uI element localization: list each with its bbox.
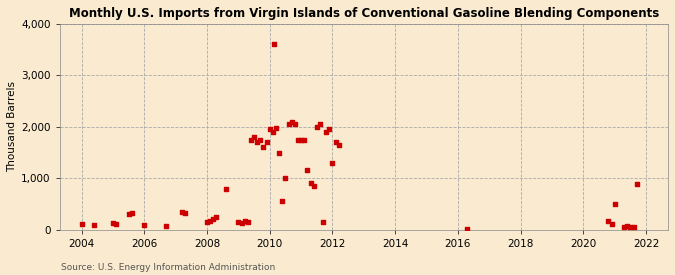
- Point: [208, 217, 219, 222]
- Point: [248, 135, 259, 139]
- Point: [261, 140, 272, 144]
- Point: [246, 138, 256, 142]
- Point: [233, 219, 244, 224]
- Point: [76, 221, 87, 226]
- Point: [631, 182, 642, 187]
- Point: [221, 186, 232, 191]
- Point: [180, 211, 190, 215]
- Point: [462, 227, 472, 231]
- Point: [296, 138, 306, 142]
- Point: [205, 219, 215, 223]
- Point: [139, 222, 150, 227]
- Point: [265, 127, 275, 132]
- Point: [107, 221, 118, 225]
- Point: [318, 220, 329, 224]
- Point: [252, 140, 263, 144]
- Point: [124, 212, 134, 216]
- Point: [610, 202, 620, 206]
- Point: [315, 122, 325, 127]
- Title: Monthly U.S. Imports from Virgin Islands of Conventional Gasoline Blending Compo: Monthly U.S. Imports from Virgin Islands…: [69, 7, 659, 20]
- Point: [327, 161, 338, 165]
- Point: [290, 122, 300, 127]
- Point: [622, 224, 632, 228]
- Point: [126, 211, 137, 215]
- Text: Source: U.S. Energy Information Administration: Source: U.S. Energy Information Administ…: [61, 263, 275, 272]
- Point: [606, 221, 617, 226]
- Point: [324, 127, 335, 132]
- Point: [258, 145, 269, 150]
- Point: [628, 224, 639, 229]
- Point: [161, 224, 171, 228]
- Point: [625, 224, 636, 229]
- Point: [267, 130, 278, 134]
- Point: [284, 122, 294, 127]
- Y-axis label: Thousand Barrels: Thousand Barrels: [7, 81, 17, 172]
- Point: [202, 220, 213, 224]
- Point: [277, 199, 288, 203]
- Point: [321, 130, 331, 134]
- Point: [236, 221, 247, 225]
- Point: [619, 225, 630, 229]
- Point: [274, 150, 285, 155]
- Point: [239, 219, 250, 223]
- Point: [330, 140, 341, 144]
- Point: [88, 222, 99, 227]
- Point: [305, 181, 316, 186]
- Point: [286, 119, 297, 124]
- Point: [271, 126, 281, 131]
- Point: [211, 215, 222, 219]
- Point: [177, 210, 188, 214]
- Point: [333, 143, 344, 147]
- Point: [292, 138, 303, 142]
- Point: [280, 176, 291, 180]
- Point: [242, 219, 253, 224]
- Point: [299, 138, 310, 142]
- Point: [269, 42, 280, 47]
- Point: [255, 138, 266, 142]
- Point: [603, 219, 614, 223]
- Point: [302, 167, 313, 172]
- Point: [111, 221, 122, 226]
- Point: [311, 125, 322, 129]
- Point: [308, 184, 319, 188]
